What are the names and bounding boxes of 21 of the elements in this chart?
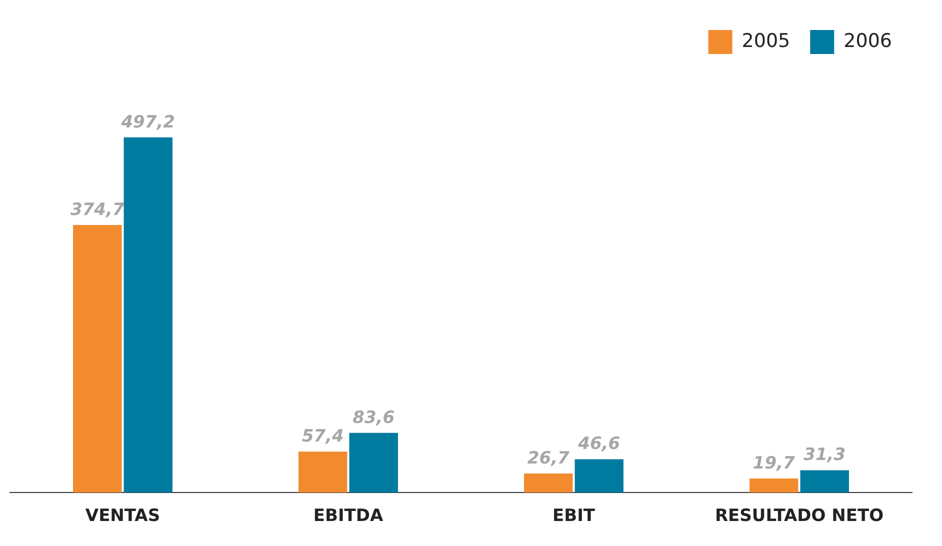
x-tick-label: EBITDA xyxy=(313,506,384,526)
bar xyxy=(574,459,624,493)
bar xyxy=(73,224,122,493)
bar xyxy=(524,474,573,493)
data-label: 83,6 xyxy=(352,408,395,428)
bar xyxy=(800,470,849,493)
data-label: 57,4 xyxy=(302,426,344,447)
x-tick-label: EBIT xyxy=(552,506,596,526)
data-label: 26,7 xyxy=(527,448,570,468)
x-tick-label: VENTAS xyxy=(85,506,160,526)
bar xyxy=(298,452,348,493)
x-tick-label: RESULTADO NETO xyxy=(714,506,884,526)
data-label: 497,2 xyxy=(120,112,176,132)
data-label: 19,7 xyxy=(752,453,796,474)
bar xyxy=(750,478,798,493)
data-label: 31,3 xyxy=(804,445,846,466)
bar xyxy=(349,432,398,493)
data-label: 46,6 xyxy=(577,434,620,454)
bar xyxy=(124,137,172,493)
legend-label: 2005 xyxy=(742,30,790,52)
legend-label: 2006 xyxy=(844,30,892,52)
